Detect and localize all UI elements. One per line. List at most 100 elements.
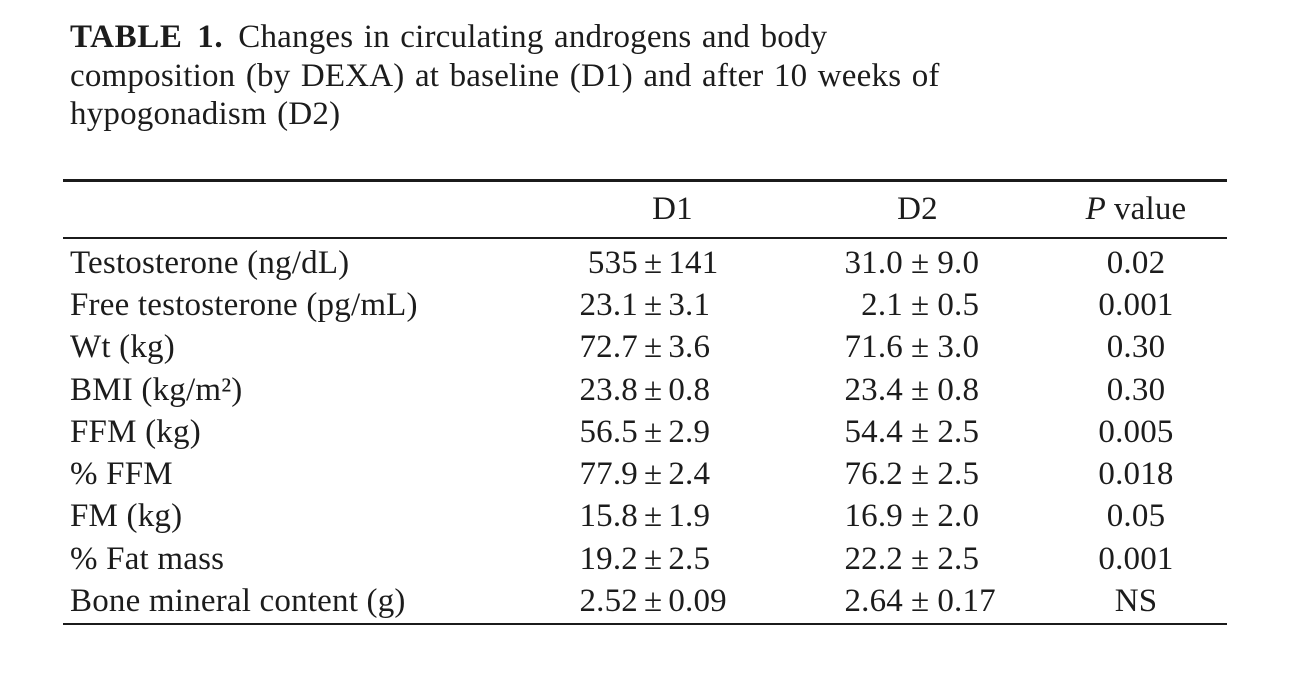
plus-minus-symbol: ± <box>644 286 663 323</box>
cell-d1: 72.7 ±3.6 <box>555 329 790 366</box>
table-top-rule <box>63 179 1227 182</box>
d2-sd-value: 0.17 <box>937 583 996 620</box>
cell-d1: 535 ±141 <box>555 245 790 282</box>
plus-minus-symbol: ± <box>644 456 663 493</box>
table-row: FFM (kg) 56.5 ±2.9 54.4 ±2.5 0.005 <box>63 411 1227 453</box>
plus-minus-symbol: ± <box>644 540 663 577</box>
p-symbol: P <box>1085 190 1106 227</box>
cell-d1: 56.5 ±2.9 <box>555 414 790 451</box>
plus-minus-symbol: ± <box>644 498 663 535</box>
plus-minus-symbol: ± <box>911 244 930 281</box>
d2-mean-value: 16.9 <box>844 498 903 535</box>
cell-p-value: 0.30 <box>1106 371 1166 408</box>
cell-d1: 15.8 ±1.9 <box>555 498 790 535</box>
cell-p-value: 0.30 <box>1106 329 1166 366</box>
cell-p-value: 0.001 <box>1098 286 1174 323</box>
d1-mean-value: 56.5 <box>579 413 638 450</box>
plus-minus-symbol: ± <box>911 498 930 535</box>
d1-mean-value: 77.9 <box>579 456 638 493</box>
plus-minus-symbol: ± <box>911 583 930 620</box>
cell-d1: 23.8 ±0.8 <box>555 372 790 409</box>
table-row: FM (kg) 15.8 ±1.9 16.9 ±2.0 0.05 <box>63 496 1227 538</box>
table-row: % FFM 77.9 ±2.4 76.2 ±2.5 0.018 <box>63 453 1227 495</box>
d2-sd-value: 0.5 <box>937 286 980 323</box>
row-label: FM (kg) <box>70 498 183 535</box>
cell-p-value: 0.05 <box>1106 498 1166 535</box>
caption-line-2: composition (by DEXA) at baseline (D1) a… <box>70 57 940 94</box>
d1-mean-value: 23.8 <box>579 371 638 408</box>
column-header-d2: D2 <box>897 190 938 227</box>
d1-sd-value: 0.8 <box>668 371 711 408</box>
cell-d2: 2.64 ±0.17 <box>790 583 1045 620</box>
caption-text-line-1: Changes in circulating androgens and bod… <box>238 19 828 55</box>
cell-d2: 71.6 ±3.0 <box>790 329 1045 366</box>
d2-sd-value: 2.5 <box>937 413 980 450</box>
d2-sd-value: 2.5 <box>937 456 980 493</box>
plus-minus-symbol: ± <box>644 583 663 620</box>
d1-sd-value: 2.9 <box>668 413 711 450</box>
d2-sd-value: 9.0 <box>937 244 980 281</box>
cell-p-value: NS <box>1114 583 1158 620</box>
table-caption: TABLE 1. Changes in circulating androgens… <box>70 18 1190 134</box>
caption-line-1: TABLE 1. Changes in circulating androgens… <box>70 18 1190 57</box>
cell-d2: 22.2 ±2.5 <box>790 541 1045 578</box>
d1-sd-value: 2.4 <box>668 456 711 493</box>
plus-minus-symbol: ± <box>644 413 663 450</box>
table-row: % Fat mass 19.2 ±2.5 22.2 ±2.5 0.001 <box>63 538 1227 580</box>
p-value-word: value <box>1113 190 1187 227</box>
table-row: Wt (kg) 72.7 ±3.6 71.6 ±3.0 0.30 <box>63 327 1227 369</box>
d1-mean-value: 72.7 <box>579 329 638 366</box>
cell-d2: 23.4 ±0.8 <box>790 372 1045 409</box>
d2-mean-value: 71.6 <box>844 329 903 366</box>
cell-d1: 19.2 ±2.5 <box>555 541 790 578</box>
plus-minus-symbol: ± <box>911 329 930 366</box>
cell-d2: 54.4 ±2.5 <box>790 414 1045 451</box>
d1-sd-value: 3.1 <box>668 286 711 323</box>
d2-mean-value: 31.0 <box>844 244 903 281</box>
plus-minus-symbol: ± <box>911 456 930 493</box>
row-label: Testosterone (ng/dL) <box>70 244 350 281</box>
cell-d2: 31.0 ±9.0 <box>790 245 1045 282</box>
cell-p-value: 0.005 <box>1098 413 1174 450</box>
cell-d2: 76.2 ±2.5 <box>790 456 1045 493</box>
d2-sd-value: 3.0 <box>937 329 980 366</box>
row-label: Free testosterone (pg/mL) <box>70 286 418 323</box>
d1-mean-value: 19.2 <box>579 540 638 577</box>
row-label: Bone mineral content (g) <box>70 583 406 620</box>
cell-p-value: 0.018 <box>1098 456 1174 493</box>
table-header-rule <box>63 236 1227 239</box>
plus-minus-symbol: ± <box>911 371 930 408</box>
table-bottom-rule <box>63 622 1227 626</box>
d2-mean-value: 23.4 <box>844 371 903 408</box>
table-row: BMI (kg/m²) 23.8 ±0.8 23.4 ±0.8 0.30 <box>63 369 1227 411</box>
d1-mean-value: 2.52 <box>579 583 638 620</box>
d1-sd-value: 141 <box>668 244 719 281</box>
d1-sd-value: 1.9 <box>668 498 711 535</box>
d1-mean-value: 535 <box>587 244 638 281</box>
caption-line-3: hypogonadism (D2) <box>70 96 341 132</box>
cell-p-value: 0.02 <box>1106 244 1166 281</box>
d1-mean-value: 23.1 <box>579 286 638 323</box>
table-number-label: TABLE 1. <box>70 19 224 55</box>
cell-d2: 16.9 ±2.0 <box>790 498 1045 535</box>
d1-mean-value: 15.8 <box>579 498 638 535</box>
plus-minus-symbol: ± <box>644 329 663 366</box>
cell-p-value: 0.001 <box>1098 540 1174 577</box>
d2-mean-value: 54.4 <box>844 413 903 450</box>
cell-d1: 23.1 ±3.1 <box>555 287 790 324</box>
plus-minus-symbol: ± <box>911 286 930 323</box>
d2-sd-value: 0.8 <box>937 371 980 408</box>
d2-sd-value: 2.0 <box>937 498 980 535</box>
row-label: BMI (kg/m²) <box>70 371 243 408</box>
table-row: Testosterone (ng/dL) 535 ±141 31.0 ±9.0 0.02 <box>63 242 1227 284</box>
d2-sd-value: 2.5 <box>937 540 980 577</box>
d2-mean-value: 22.2 <box>844 540 903 577</box>
d2-mean-value: 2.64 <box>844 583 903 620</box>
cell-d2: 2.1 ±0.5 <box>790 287 1045 324</box>
row-label: % Fat mass <box>70 540 225 577</box>
column-header-d1: D1 <box>652 190 693 227</box>
row-label: FFM (kg) <box>70 413 201 450</box>
plus-minus-symbol: ± <box>644 371 663 408</box>
